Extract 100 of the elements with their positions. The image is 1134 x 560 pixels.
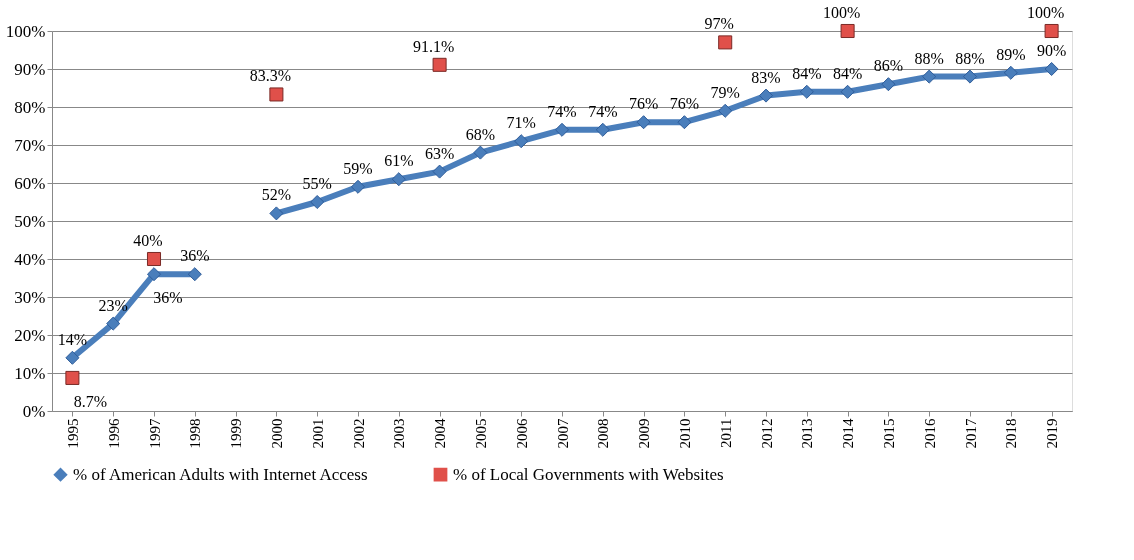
x-tick-label: 2008 (595, 418, 612, 449)
point (65, 350, 80, 365)
data-label: 68% (465, 125, 496, 143)
x-tick-label: 2019 (1044, 418, 1061, 449)
y-tick-label: 30% (14, 287, 46, 307)
point (106, 316, 121, 331)
x-tick-label: 2000 (268, 418, 285, 449)
x-tick-label: 1997 (146, 418, 163, 449)
point (758, 88, 774, 103)
point (636, 115, 651, 130)
x-tick-label: 2004 (432, 418, 449, 449)
x-tick-label: 2009 (636, 418, 653, 449)
data-label: 89% (996, 45, 1026, 63)
data-label: 91.1% (412, 37, 455, 55)
point (187, 267, 202, 282)
data-label: 40% (133, 232, 163, 249)
x-tick-label: 2016 (921, 418, 938, 449)
x-tick-label: 1995 (64, 418, 81, 449)
data-label: 8.7% (73, 392, 108, 410)
data-label: 36% (153, 289, 183, 307)
y-tick-label: 90% (14, 59, 46, 79)
y-tick-label: 0% (22, 401, 46, 421)
point (146, 251, 162, 267)
point (554, 122, 570, 137)
data-label: 76% (669, 95, 700, 113)
y-tick-label: 10% (14, 363, 46, 383)
x-tick-label: 2010 (676, 418, 693, 449)
data-label: 88% (955, 49, 985, 67)
x-tick-label: 2006 (513, 418, 530, 449)
data-label: 59% (343, 159, 373, 177)
data-label: 84% (792, 64, 822, 82)
x-tick-label: 2001 (309, 418, 326, 449)
legend-label: % of Local Governments with Websites (453, 464, 724, 484)
y-tick-label: 60% (14, 173, 46, 193)
point (514, 134, 529, 149)
point (432, 57, 447, 72)
point (718, 35, 733, 50)
x-tick-label: 1999 (228, 418, 245, 449)
point (269, 206, 284, 221)
point (65, 370, 80, 385)
data-label: 76% (628, 95, 659, 113)
point (146, 267, 162, 282)
data-label: 71% (506, 114, 536, 132)
y-tick-label: 40% (14, 249, 46, 269)
data-label: 36% (180, 247, 210, 265)
data-label: 14% (57, 330, 88, 348)
point (269, 87, 284, 102)
data-label: 83.3% (249, 67, 292, 85)
x-tick-label: 1998 (187, 418, 204, 449)
x-tick-label: 1996 (105, 418, 122, 449)
x-tick-label: 2003 (391, 418, 408, 449)
data-label: 84% (832, 64, 863, 82)
point (595, 122, 610, 137)
point (799, 84, 814, 99)
data-label: 79% (710, 83, 740, 101)
data-label: 63% (424, 144, 455, 162)
data-label: 86% (873, 57, 904, 75)
point (391, 172, 406, 187)
data-label: 74% (588, 102, 618, 120)
point (350, 179, 366, 194)
data-label: 90% (1036, 42, 1067, 59)
y-tick-label: 100% (5, 21, 46, 41)
x-tick-label: 2015 (880, 418, 897, 449)
data-label: 61% (384, 152, 414, 170)
point (1044, 23, 1059, 39)
point (840, 84, 855, 99)
y-tick-label: 80% (14, 97, 46, 117)
y-tick-label: 70% (14, 135, 46, 155)
data-label: 100% (822, 4, 861, 21)
x-tick-label: 2005 (472, 418, 489, 449)
y-tick-label: 50% (14, 211, 46, 231)
point (473, 145, 488, 160)
data-label: 23% (98, 296, 128, 314)
point (840, 23, 855, 39)
data-label: 100% (1026, 4, 1065, 21)
data-label: 88% (914, 49, 944, 67)
x-tick-label: 2007 (554, 418, 571, 449)
x-tick-label: 2014 (840, 418, 857, 449)
point (881, 77, 896, 92)
point (922, 69, 937, 84)
x-tick-label: 2002 (350, 418, 367, 449)
point (1044, 61, 1059, 77)
data-label: 97% (704, 15, 734, 33)
point (962, 69, 978, 84)
x-tick-label: 2011 (717, 418, 734, 448)
point (310, 194, 325, 210)
point (718, 103, 733, 118)
data-label: 52% (261, 186, 292, 204)
x-tick-label: 2017 (962, 418, 979, 449)
point (432, 164, 447, 179)
data-label: 83% (751, 68, 781, 86)
x-tick-label: 2013 (799, 418, 816, 449)
point (1003, 65, 1018, 80)
y-tick-label: 20% (14, 325, 46, 345)
x-tick-label: 2012 (758, 418, 775, 449)
x-tick-label: 2018 (1003, 418, 1020, 449)
legend-label: % of American Adults with Internet Access (73, 464, 368, 484)
point (677, 115, 692, 130)
data-label: 74% (547, 102, 577, 120)
data-label: 55% (302, 175, 332, 192)
